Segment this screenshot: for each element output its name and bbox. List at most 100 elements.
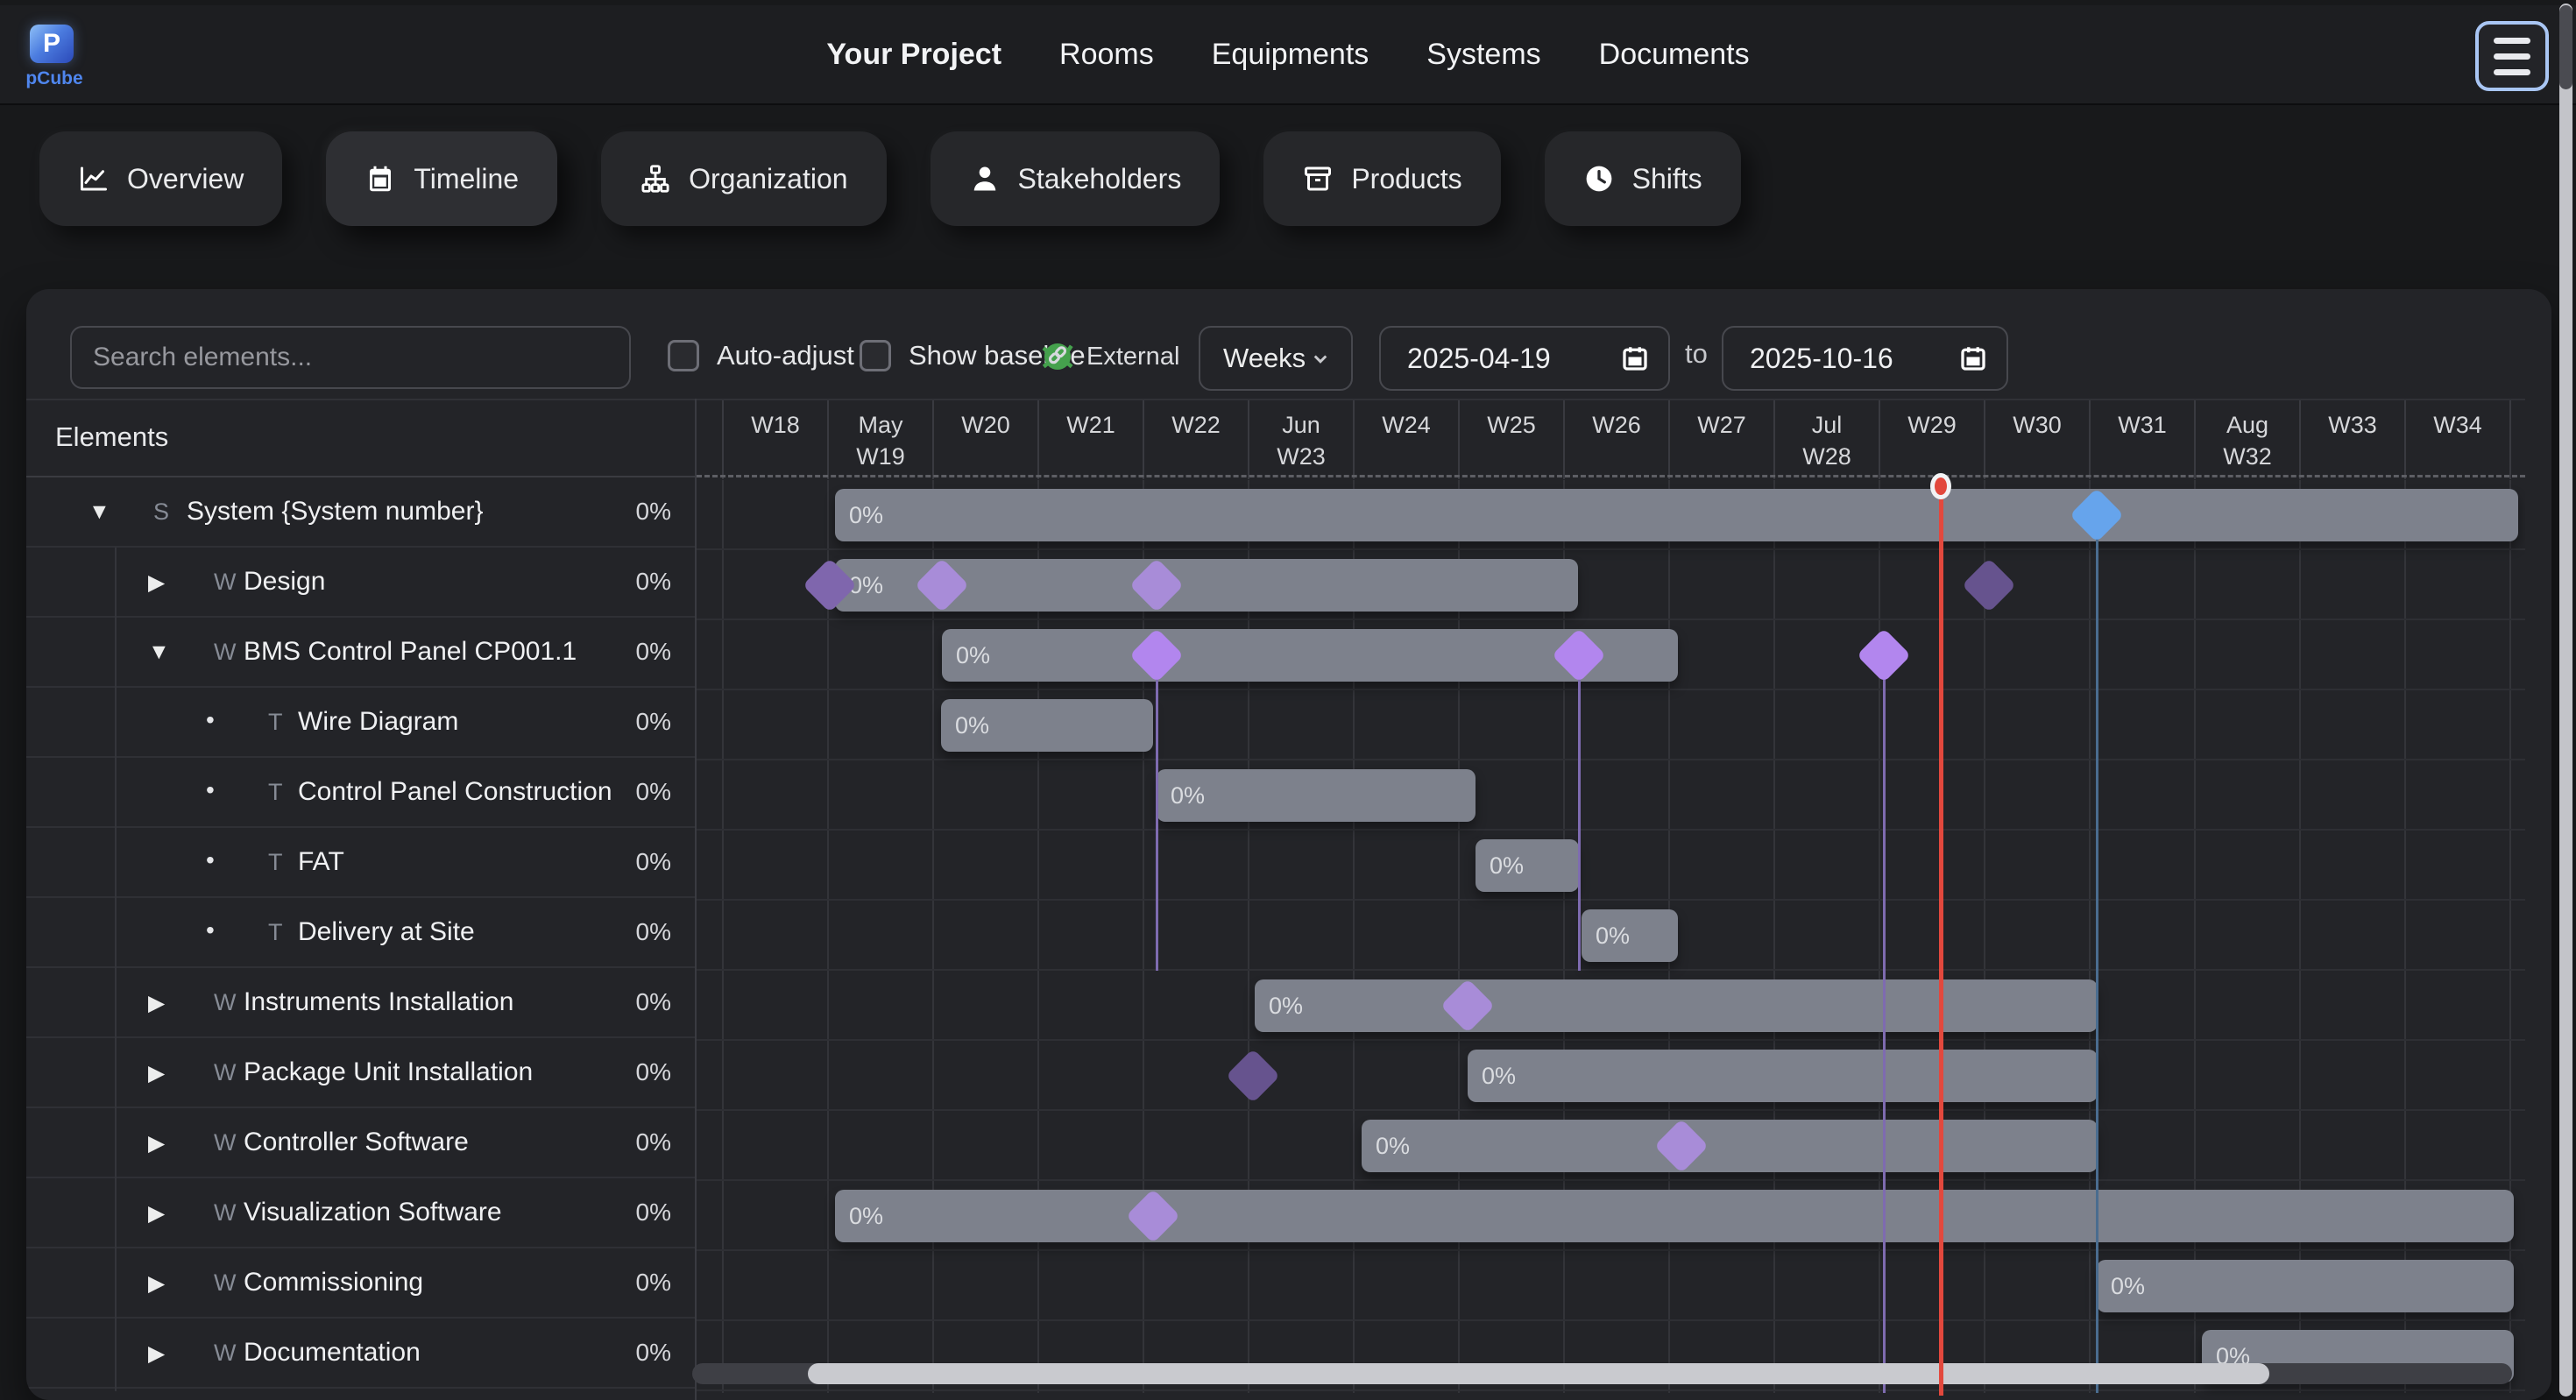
gantt-bar-fat[interactable]: 0% bbox=[1476, 839, 1579, 892]
row-gridline bbox=[697, 759, 2525, 760]
vertical-scrollbar-thumb[interactable] bbox=[2559, 5, 2572, 89]
row-gridline bbox=[697, 1039, 2525, 1041]
tab-organization[interactable]: Organization bbox=[601, 131, 886, 226]
main-nav: Your Project Rooms Equipments Systems Docume… bbox=[826, 5, 1749, 103]
tree-row-package-unit-installation[interactable]: ▶WPackage Unit Installation0% bbox=[26, 1038, 695, 1108]
expand-arrow-icon[interactable]: ▶ bbox=[148, 1340, 165, 1367]
nav-item-systems[interactable]: Systems bbox=[1426, 38, 1540, 72]
tab-products[interactable]: Products bbox=[1263, 131, 1500, 226]
milestone-diamond-dark[interactable] bbox=[1962, 558, 2016, 612]
collapse-arrow-icon[interactable]: ▼ bbox=[88, 499, 110, 525]
gantt-bar-system-system-number[interactable]: 0% bbox=[835, 489, 2518, 541]
row-gridline bbox=[697, 1109, 2525, 1111]
progress-percent: 0% bbox=[636, 918, 671, 946]
week-label: W19 bbox=[829, 441, 932, 472]
vertical-scrollbar[interactable] bbox=[2559, 4, 2572, 1396]
search-input[interactable] bbox=[70, 326, 631, 389]
tree-row-control-panel-construction[interactable]: •TControl Panel Construction0% bbox=[26, 758, 695, 828]
expand-arrow-icon[interactable]: ▶ bbox=[148, 990, 165, 1016]
gantt-bar-control-panel-construction[interactable]: 0% bbox=[1157, 769, 1476, 822]
checkbox-box[interactable] bbox=[668, 340, 699, 371]
week-label: W34 bbox=[2406, 409, 2509, 441]
type-badge: W bbox=[214, 989, 236, 1016]
tree-row-visualization-software[interactable]: ▶WVisualization Software0% bbox=[26, 1178, 695, 1248]
week-column-header: JunW23 bbox=[1248, 400, 1353, 479]
element-label: Wire Diagram bbox=[298, 707, 458, 737]
tab-shifts[interactable]: Shifts bbox=[1545, 131, 1741, 226]
type-badge: W bbox=[214, 1269, 236, 1297]
gantt-bar-instruments-installation[interactable]: 0% bbox=[1255, 979, 2098, 1032]
nav-item-documents[interactable]: Documents bbox=[1599, 38, 1750, 72]
expand-arrow-icon[interactable]: ▶ bbox=[148, 1060, 165, 1086]
gantt-bar-visualization-software[interactable]: 0% bbox=[835, 1190, 2514, 1242]
tab-stakeholders[interactable]: Stakeholders bbox=[931, 131, 1221, 226]
tab-overview[interactable]: Overview bbox=[39, 131, 282, 226]
progress-percent: 0% bbox=[636, 1269, 671, 1297]
week-gridline bbox=[1143, 480, 1144, 1393]
tree-row-commissioning[interactable]: ▶WCommissioning0% bbox=[26, 1248, 695, 1319]
auto-adjust-checkbox[interactable]: Auto-adjust bbox=[668, 340, 854, 371]
expand-arrow-icon[interactable]: ▶ bbox=[148, 569, 165, 596]
week-label: W30 bbox=[1985, 409, 2089, 441]
gantt-bar-controller-software[interactable]: 0% bbox=[1362, 1120, 2098, 1172]
bar-progress-label: 0% bbox=[1476, 839, 1524, 892]
milestone-diamond-bright[interactable] bbox=[1857, 628, 1911, 682]
week-label: W20 bbox=[934, 409, 1037, 441]
external-link-icon bbox=[1039, 338, 1076, 375]
bar-progress-label: 0% bbox=[835, 489, 883, 541]
calendar-icon[interactable] bbox=[1957, 343, 1989, 374]
gantt-bar-delivery-at-site[interactable]: 0% bbox=[1582, 909, 1678, 962]
week-gridline bbox=[1248, 480, 1249, 1393]
app: P pCube Your ProjectRoomsEquipmentsSyste… bbox=[0, 0, 2576, 1400]
gantt-body: 0%0%0%0%0%0%0%0%0%0%0%0%0% bbox=[697, 480, 2525, 1400]
month-label: May bbox=[829, 409, 932, 441]
gantt-bar-commissioning[interactable]: 0% bbox=[2097, 1260, 2514, 1312]
calendar-icon[interactable] bbox=[1619, 343, 1651, 374]
leaf-bullet-icon: • bbox=[206, 916, 215, 944]
milestone-diamond-dark[interactable] bbox=[1226, 1049, 1280, 1103]
tree-row-wire-diagram[interactable]: •TWire Diagram0% bbox=[26, 688, 695, 758]
type-badge: T bbox=[268, 779, 283, 806]
progress-percent: 0% bbox=[636, 638, 671, 666]
week-label: W23 bbox=[1249, 441, 1353, 472]
collapse-arrow-icon[interactable]: ▼ bbox=[148, 640, 170, 665]
type-badge: S bbox=[153, 498, 169, 526]
today-line bbox=[1939, 480, 1943, 1396]
progress-percent: 0% bbox=[636, 498, 671, 526]
expand-arrow-icon[interactable]: ▶ bbox=[148, 1270, 165, 1297]
tree-row-documentation[interactable]: ▶WDocumentation0% bbox=[26, 1319, 695, 1389]
progress-percent: 0% bbox=[636, 1058, 671, 1086]
horizontal-scrollbar-thumb[interactable] bbox=[808, 1363, 2269, 1384]
tree-row-system-system-number[interactable]: ▼SSystem {System number}0% bbox=[26, 477, 695, 548]
week-column-header: W21 bbox=[1037, 400, 1143, 479]
week-label: W28 bbox=[1775, 441, 1879, 472]
tree-row-controller-software[interactable]: ▶WController Software0% bbox=[26, 1108, 695, 1178]
zoom-level-value: Weeks bbox=[1223, 343, 1306, 374]
date-to-input[interactable]: 2025-10-16 bbox=[1722, 326, 2008, 391]
horizontal-scrollbar[interactable] bbox=[692, 1363, 2512, 1384]
progress-percent: 0% bbox=[636, 848, 671, 876]
week-column-header: W20 bbox=[932, 400, 1037, 479]
nav-item-equipments[interactable]: Equipments bbox=[1212, 38, 1369, 72]
type-badge: W bbox=[214, 639, 236, 666]
tree-row-instruments-installation[interactable]: ▶WInstruments Installation0% bbox=[26, 968, 695, 1038]
today-marker[interactable] bbox=[1930, 473, 1951, 499]
date-from-input[interactable]: 2025-04-19 bbox=[1379, 326, 1670, 391]
element-label: Control Panel Construction bbox=[298, 777, 612, 807]
expand-arrow-icon[interactable]: ▶ bbox=[148, 1130, 165, 1156]
tab-timeline[interactable]: Timeline bbox=[326, 131, 557, 226]
expand-arrow-icon[interactable]: ▶ bbox=[148, 1200, 165, 1227]
zoom-level-select[interactable]: Weeks bbox=[1199, 326, 1353, 391]
nav-item-your-project[interactable]: Your Project bbox=[826, 38, 1001, 72]
checkbox-box[interactable] bbox=[860, 340, 891, 371]
menu-button[interactable] bbox=[2475, 21, 2549, 91]
tree-row-delivery-at-site[interactable]: •TDelivery at Site0% bbox=[26, 898, 695, 968]
gantt-bar-wire-diagram[interactable]: 0% bbox=[941, 699, 1153, 752]
tree-row-fat[interactable]: •TFAT0% bbox=[26, 828, 695, 898]
tree-row-bms-control-panel-cp001-1[interactable]: ▼WBMS Control Panel CP001.10% bbox=[26, 618, 695, 688]
row-gridline bbox=[697, 969, 2525, 971]
date-from-value: 2025-04-19 bbox=[1407, 343, 1551, 375]
gantt-bar-package-unit-installation[interactable]: 0% bbox=[1468, 1050, 2098, 1102]
nav-item-rooms[interactable]: Rooms bbox=[1059, 38, 1154, 72]
tree-row-design[interactable]: ▶WDesign0% bbox=[26, 548, 695, 618]
